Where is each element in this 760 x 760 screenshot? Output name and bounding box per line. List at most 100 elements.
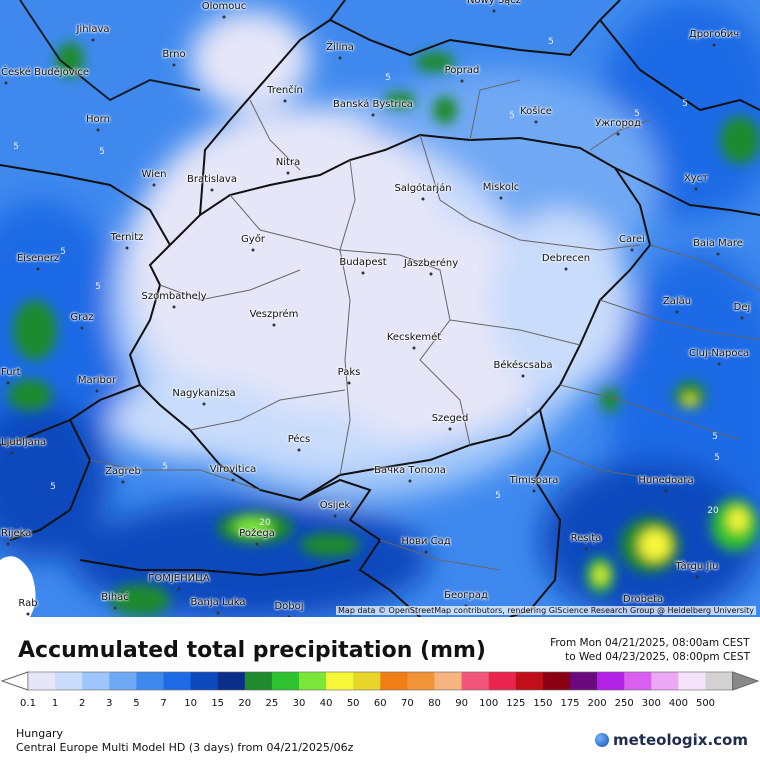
legend-swatch xyxy=(190,672,219,690)
legend-tick: 1 xyxy=(51,698,59,709)
city-marker xyxy=(231,478,235,482)
legend-swatch xyxy=(624,672,652,690)
city-marker xyxy=(333,514,337,518)
legend-tick: 250 xyxy=(614,698,634,709)
city-marker xyxy=(347,381,351,385)
city-label: Paks xyxy=(337,367,361,378)
city-label: Rijeka xyxy=(1,528,32,539)
legend-swatch xyxy=(380,672,408,690)
city-marker xyxy=(630,248,634,252)
legend-swatch xyxy=(488,672,517,690)
region-label: Hungary xyxy=(16,727,63,740)
city-marker xyxy=(664,489,668,493)
isoline-value: 5 xyxy=(162,462,168,472)
city-label: Baia Mare xyxy=(693,238,743,249)
city-label: Нови Сад xyxy=(401,536,451,547)
city-label: Târgu Jiu xyxy=(675,561,719,572)
precipitation-map[interactable]: Olomouc Nowy Sącz Jihlava Brno Žilina Poprad Д… xyxy=(0,0,760,617)
city-label: Virovitica xyxy=(209,464,257,475)
city-marker xyxy=(521,374,525,378)
city-label: Salgótarján xyxy=(394,183,452,194)
city-label: Kecskemét xyxy=(386,332,442,343)
legend-tick: 150 xyxy=(533,698,553,709)
legend-tick: 30 xyxy=(292,698,306,709)
legend-swatch xyxy=(434,672,463,690)
city-label: Banja Luka xyxy=(190,597,246,608)
city-label: Jászberény xyxy=(403,258,459,269)
city-marker xyxy=(564,267,568,271)
map-attribution[interactable]: Map data © OpenStreetMap contributors, r… xyxy=(336,606,756,615)
legend-tick: 300 xyxy=(641,698,661,709)
city-marker xyxy=(412,346,416,350)
legend-tick: 10 xyxy=(184,698,197,709)
city-marker xyxy=(6,542,10,546)
globe-icon xyxy=(595,733,610,747)
isoline-value: 5 xyxy=(712,432,718,442)
city-marker xyxy=(695,575,699,579)
city-label: Ljubljana xyxy=(1,437,47,448)
legend-swatch xyxy=(461,672,490,690)
city-marker xyxy=(338,56,342,60)
legend-swatch xyxy=(217,672,246,690)
isoline-value: 20 xyxy=(707,506,719,516)
isoline-value: 5 xyxy=(509,111,515,121)
legend-arrow-high xyxy=(732,671,760,691)
city-label: Maribor xyxy=(77,375,117,386)
city-label: Požega xyxy=(239,528,275,539)
legend-tick: 7 xyxy=(160,698,167,709)
isoline-value: 5 xyxy=(634,109,640,119)
legend-tick: 500 xyxy=(695,698,716,709)
city-marker xyxy=(36,267,40,271)
city-label: Београд xyxy=(444,590,488,601)
isoline-value: 5 xyxy=(548,37,554,47)
city-label: Veszprém xyxy=(249,309,299,320)
isoline-value: 5 xyxy=(60,247,66,257)
city-label: Carei xyxy=(619,234,645,245)
isoline-value: 5 xyxy=(472,265,478,275)
isoline-value: 5 xyxy=(526,408,532,418)
city-label: Doboj xyxy=(274,601,304,612)
city-label: Бачка Топола xyxy=(374,465,446,476)
legend-tick: 3 xyxy=(106,698,113,709)
city-marker xyxy=(26,612,30,616)
isoline-value: 5 xyxy=(385,73,391,83)
isoline-value: 5 xyxy=(99,147,105,157)
city-marker xyxy=(287,615,291,617)
legend-tick: 5 xyxy=(133,698,140,709)
brand-logo[interactable]: meteologix.com xyxy=(595,731,748,749)
city-marker xyxy=(717,362,721,366)
city-label: Košice xyxy=(520,106,552,117)
legend-swatch xyxy=(109,672,137,690)
legend-tick: 0.1 xyxy=(20,698,36,709)
city-label: Žilina xyxy=(326,42,354,53)
city-marker xyxy=(95,389,99,393)
city-label: Zagreb xyxy=(105,466,141,477)
legend-tick-labels: 0.1 1 2 3 5 7 10 15 20 25 30 40 50 60 70 80 90 100 125 150 1… xyxy=(0,698,760,712)
city-label: Ternitz xyxy=(110,232,144,243)
legend-tick: 125 xyxy=(506,698,526,709)
isoline-value: 5 xyxy=(95,282,101,292)
city-marker xyxy=(6,381,10,385)
legend-tick: 90 xyxy=(455,698,468,709)
legend-swatch xyxy=(244,672,273,690)
city-marker xyxy=(716,252,720,256)
isoline-value: 5 xyxy=(13,142,19,152)
map-canvas xyxy=(0,0,760,617)
legend-arrow-low xyxy=(0,671,29,691)
legend-swatch xyxy=(678,672,706,690)
city-label: Debrecen xyxy=(541,253,591,264)
city-label: Békéscsaba xyxy=(493,360,553,371)
city-label: Cluj-Napoca xyxy=(688,348,750,359)
city-marker xyxy=(152,183,156,187)
legend-swatch xyxy=(705,672,734,690)
city-label: Bihać xyxy=(101,592,129,603)
legend-swatch xyxy=(353,672,381,690)
city-label: Zalău xyxy=(662,296,692,307)
city-marker xyxy=(361,271,365,275)
city-marker xyxy=(675,310,679,314)
legend-swatch xyxy=(55,672,83,690)
city-label: Szeged xyxy=(431,413,469,424)
city-marker xyxy=(283,99,287,103)
city-marker xyxy=(616,132,620,136)
city-label: Osijek xyxy=(319,500,351,511)
